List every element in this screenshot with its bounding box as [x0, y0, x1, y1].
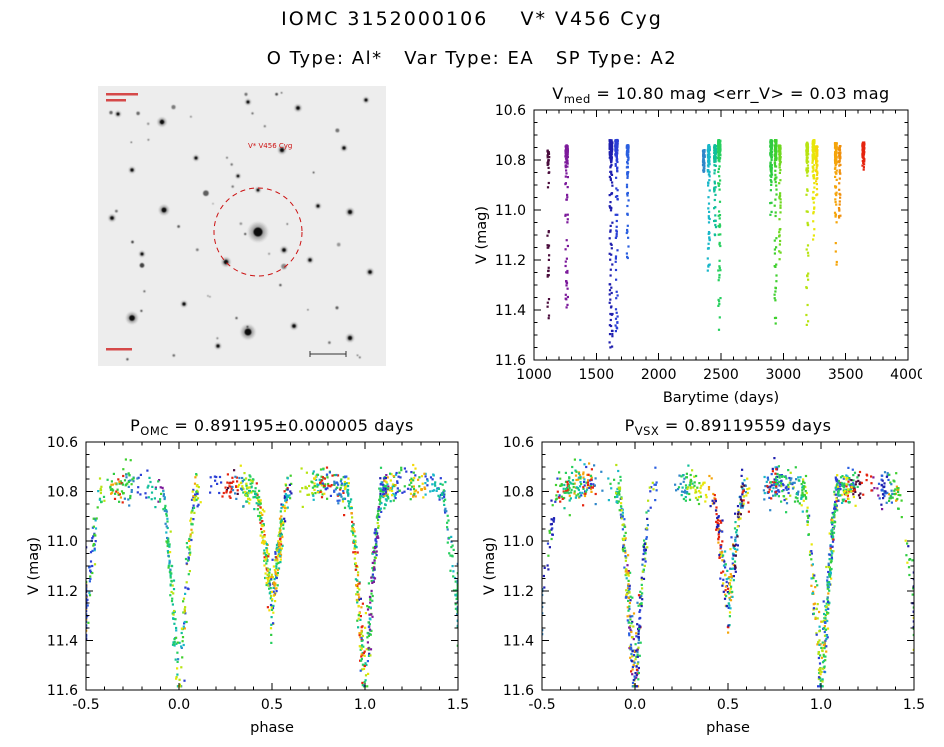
y-tick-label: 11.0	[47, 534, 78, 550]
x-axis-label: phase	[250, 720, 294, 736]
y-tick-label: 10.8	[495, 153, 526, 169]
folded-plot-omc: -0.5 0.0 0.5 1.0 1.5 10.6 10.8 11.0 11.2 11.4 11.6…	[26, 416, 469, 736]
finder-target-label: V* V456 Cyg	[248, 142, 292, 150]
y-tick-label: 11.2	[503, 584, 534, 600]
x-tick-label: -0.5	[528, 697, 555, 713]
x-axis-label: Barytime (days)	[663, 390, 779, 406]
finder-annotations	[106, 93, 347, 357]
x-tick-label: 3500	[828, 367, 864, 383]
y-tick-label: 11.2	[495, 253, 526, 269]
lightcurve-plot: 1000 1500 2000 2500 3000 3500 4000 10.6 10.8 11.0…	[474, 84, 922, 406]
star-field	[107, 91, 375, 361]
page-subtitle: O Type: Al* Var Type: EA SP Type: A2	[266, 48, 678, 69]
y-tick-label: 11.6	[495, 353, 526, 369]
y-axis-label: V (mag)	[482, 537, 498, 595]
y-axis-label: V (mag)	[474, 206, 490, 264]
plot-frame	[541, 441, 915, 691]
target-marker-circle	[213, 187, 303, 277]
plot-frame	[533, 109, 909, 361]
page-title: IOMC 3152000106 V* V456 Cyg	[281, 8, 663, 30]
x-tick-label: 0.5	[261, 697, 283, 713]
x-tick-label: -0.5	[72, 697, 99, 713]
plot-frame	[85, 441, 459, 691]
x-tick-label: 3000	[766, 367, 802, 383]
y-tick-label: 11.0	[503, 534, 534, 550]
y-tick-label: 10.6	[495, 103, 526, 119]
y-tick-label: 11.6	[503, 683, 534, 699]
y-tick-label: 11.4	[503, 633, 534, 649]
data-points	[546, 138, 866, 349]
x-tick-label: 1000	[516, 367, 552, 383]
y-tick-label: 11.6	[47, 683, 78, 699]
plot-title: Vmed = 10.80 mag <err_V> = 0.03 mag	[552, 84, 889, 106]
y-tick-label: 11.2	[47, 584, 78, 600]
y-tick-label: 11.4	[495, 303, 526, 319]
data-points	[542, 457, 914, 688]
x-tick-label: 0.0	[624, 697, 646, 713]
y-tick-label: 10.8	[47, 485, 78, 501]
y-axis-label: V (mag)	[26, 537, 42, 595]
data-points	[86, 458, 458, 688]
folded-plot-vsx: -0.5 0.0 0.5 1.0 1.5 10.6 10.8 11.0 11.2 11.4 11.6…	[482, 416, 925, 736]
y-tick-label: 11.4	[47, 633, 78, 649]
plot-title: PVSX = 0.89119559 days	[625, 416, 832, 438]
y-tick-label: 10.6	[47, 435, 78, 451]
finder-chart-canvas: V* V456 Cyg	[98, 86, 386, 366]
x-tick-label: 1.5	[447, 697, 469, 713]
x-axis-label: phase	[706, 720, 750, 736]
y-tick-label: 11.0	[495, 203, 526, 219]
x-tick-label: 1.0	[354, 697, 376, 713]
x-tick-label: 2500	[703, 367, 739, 383]
y-tick-label: 10.6	[503, 435, 534, 451]
x-tick-label: 1.0	[810, 697, 832, 713]
x-tick-label: 0.5	[717, 697, 739, 713]
plot-title: POMC = 0.891195±0.000005 days	[130, 416, 414, 438]
finder-chart: V* V456 Cyg	[98, 86, 386, 366]
x-tick-label: 1.5	[903, 697, 925, 713]
y-tick-label: 10.8	[503, 485, 534, 501]
x-tick-label: 2000	[641, 367, 677, 383]
x-tick-label: 1500	[579, 367, 615, 383]
x-tick-label: 4000	[890, 367, 922, 383]
x-tick-label: 0.0	[168, 697, 190, 713]
